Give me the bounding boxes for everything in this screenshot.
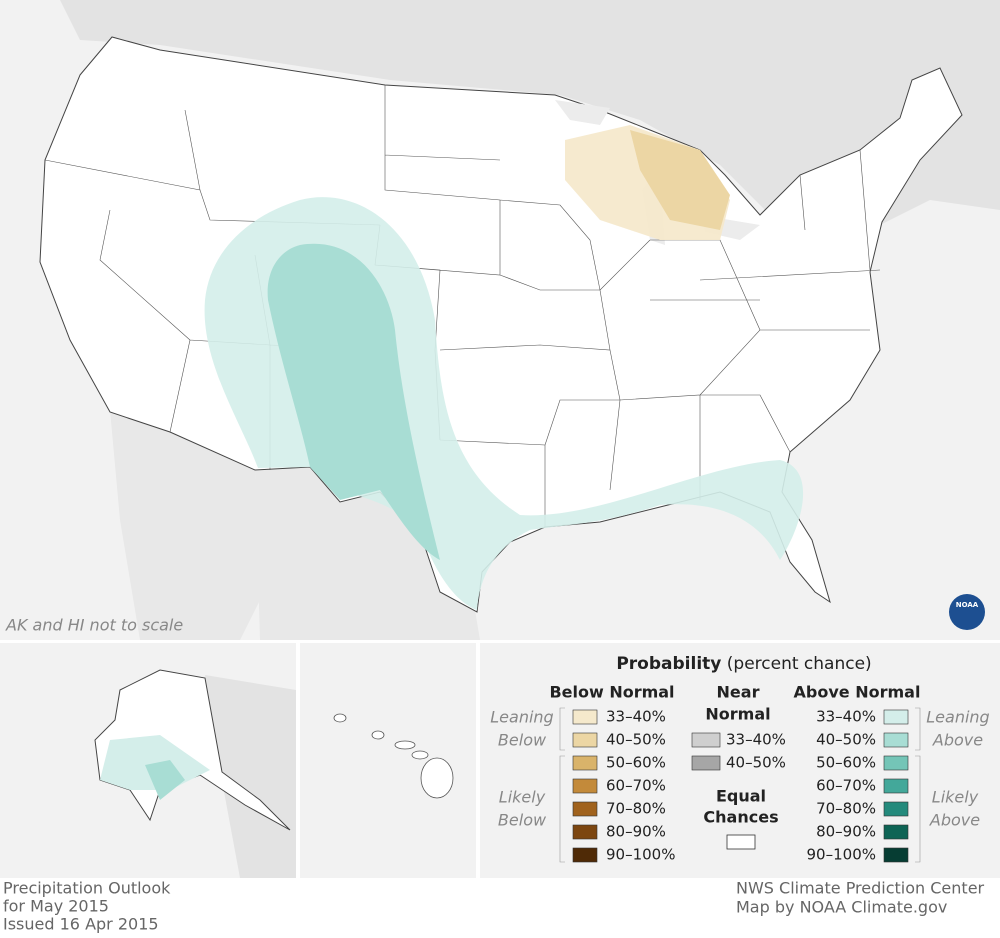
below-heading: Below Normal — [549, 683, 674, 702]
below-swatch — [572, 824, 598, 840]
above-swatch — [883, 778, 909, 794]
above-label: 70–80% — [816, 800, 876, 818]
below-label: 40–50% — [606, 731, 666, 749]
near-label: 33–40% — [726, 731, 786, 749]
island — [411, 750, 429, 760]
hi-background — [300, 643, 476, 878]
island — [333, 713, 347, 723]
below-label: 70–80% — [606, 800, 666, 818]
logo-text: NOAA — [956, 601, 979, 609]
above-likely-label: Likely — [932, 788, 979, 807]
above-label: 60–70% — [816, 777, 876, 795]
near-heading: Near — [717, 683, 760, 702]
below-label: 80–90% — [606, 823, 666, 841]
legend-title: Probability (percent chance) — [616, 654, 871, 674]
above-swatch — [883, 847, 909, 863]
ak-above-likely — [145, 760, 185, 800]
mexico-east — [255, 465, 480, 640]
canada — [60, 0, 1000, 225]
below-leaning-label: Below — [498, 731, 547, 750]
footer-left: Precipitation Outlook — [3, 879, 171, 898]
equal-heading: Equal — [716, 787, 766, 806]
above-swatch — [883, 755, 909, 771]
alaska-panel — [0, 643, 296, 878]
near-heading: Normal — [705, 705, 770, 724]
ak-above-leaning — [100, 735, 210, 790]
below-swatch — [572, 801, 598, 817]
above-heading: Above Normal — [794, 683, 921, 702]
island — [371, 730, 385, 740]
above-likely-label: Above — [929, 811, 980, 830]
below-swatch — [572, 732, 598, 748]
above-label: 50–60% — [816, 754, 876, 772]
legend-subtitle: (percent chance) — [727, 654, 872, 674]
legend: Probability (percent chance) Below Norma… — [490, 654, 989, 864]
above-likely-region — [267, 243, 440, 560]
above-swatch — [883, 709, 909, 725]
above-swatch — [883, 732, 909, 748]
noaa-logo — [949, 594, 985, 630]
below-swatch — [572, 709, 598, 725]
near-swatch — [691, 732, 721, 748]
above-label: 40–50% — [816, 731, 876, 749]
main-map: AK and HI not to scale NOAA — [0, 0, 1000, 640]
below-likely-region — [630, 130, 730, 230]
below-likely-label: Likely — [499, 788, 546, 807]
island — [394, 740, 416, 750]
equal-heading: Chances — [703, 808, 778, 827]
below-label: 60–70% — [606, 777, 666, 795]
above-leaning-label: Leaning — [926, 708, 989, 727]
near-swatch — [691, 755, 721, 771]
equal-swatch — [726, 834, 756, 850]
below-swatch — [572, 847, 598, 863]
above-swatch — [883, 801, 909, 817]
footer-left: for May 2015 — [3, 897, 109, 916]
below-swatch — [572, 755, 598, 771]
above-label: 80–90% — [816, 823, 876, 841]
brackets — [559, 707, 921, 863]
above-label: 90–100% — [807, 846, 876, 864]
ak-canada — [205, 675, 296, 878]
footer-right: Map by NOAA Climate.gov — [736, 898, 947, 917]
below-leaning-label: Leaning — [490, 708, 553, 727]
below-likely-label: Below — [498, 811, 547, 830]
below-swatch — [572, 778, 598, 794]
above-swatch — [883, 824, 909, 840]
mexico — [110, 410, 260, 640]
above-leaning-label: Above — [932, 731, 983, 750]
near-label: 40–50% — [726, 754, 786, 772]
footer-left: Issued 16 Apr 2015 — [3, 915, 159, 934]
scale-note: AK and HI not to scale — [5, 616, 183, 635]
hawaii-panel — [300, 643, 476, 878]
island — [420, 757, 454, 799]
below-label: 33–40% — [606, 708, 666, 726]
below-label: 90–100% — [606, 846, 675, 864]
footer-right: NWS Climate Prediction Center — [736, 879, 985, 898]
below-label: 50–60% — [606, 754, 666, 772]
above-label: 33–40% — [816, 708, 876, 726]
legend-title-main: Probability — [616, 654, 721, 674]
